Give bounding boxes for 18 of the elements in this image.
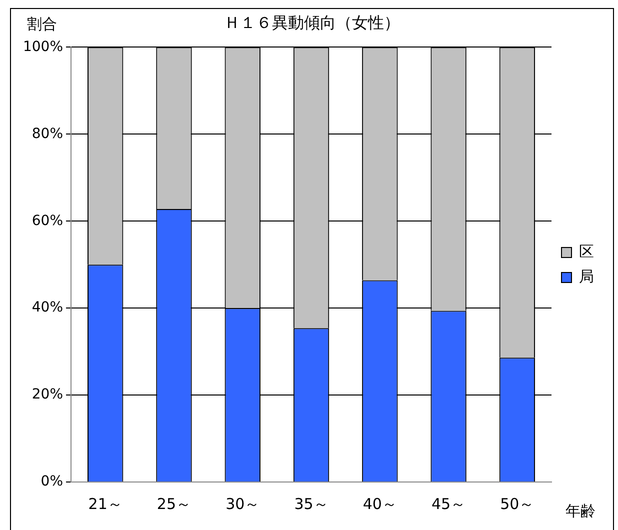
- x-axis-title: 年齢: [566, 502, 596, 520]
- y-tick-label: 0%: [40, 474, 64, 490]
- x-tick-label: 30～: [226, 494, 260, 513]
- x-tick-label: 35～: [294, 494, 328, 513]
- chart-title: Ｈ１６異動傾向（女性）: [224, 12, 400, 32]
- x-tick-label: 50～: [500, 494, 534, 513]
- y-axis-title: 割合: [27, 14, 57, 33]
- x-tick-label: 21～: [88, 494, 122, 513]
- y-tick-label: 40%: [32, 300, 64, 316]
- legend-label: 区: [579, 242, 594, 260]
- legend-label: 局: [579, 267, 594, 286]
- x-tick-label: 25～: [156, 494, 192, 513]
- y-tick-label: 100%: [22, 38, 64, 55]
- y-tick-label: 80%: [32, 126, 64, 142]
- y-tick-label: 20%: [32, 386, 64, 403]
- y-tick-label: 60%: [32, 212, 64, 229]
- x-tick-label: 40～: [362, 494, 397, 513]
- x-tick-label: 45～: [431, 494, 466, 513]
